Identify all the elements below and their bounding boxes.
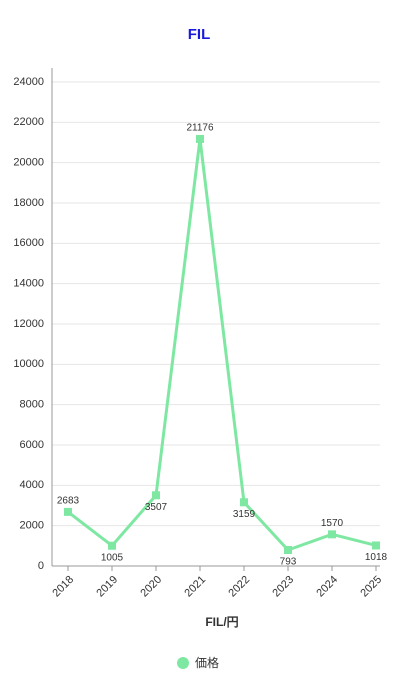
data-label: 1005	[101, 552, 124, 563]
point	[108, 541, 116, 550]
point	[152, 491, 160, 500]
line	[67, 137, 377, 552]
y-tick-label: 8000	[20, 399, 44, 411]
x-tick-label: 2019	[94, 574, 120, 600]
x-tick-label: 2025	[358, 574, 384, 600]
chart-title: FIL	[188, 26, 211, 43]
legend-label: 価格	[195, 655, 219, 670]
y-tick-label: 24000	[13, 76, 44, 88]
x-tick-label: 2018	[50, 574, 76, 600]
x-axis-label: FIL/円	[205, 615, 238, 629]
data-label: 2683	[57, 496, 80, 507]
data-label: 3159	[233, 509, 256, 520]
y-tick-label: 0	[38, 560, 44, 572]
point	[240, 498, 248, 507]
x-tick-label: 2021	[182, 574, 208, 600]
x-tick-label: 2022	[226, 574, 252, 600]
y-tick-label: 20000	[13, 157, 44, 169]
point	[328, 530, 336, 539]
y-tick-label: 18000	[13, 197, 44, 209]
y-tick-label: 6000	[20, 439, 44, 451]
x-tick-label: 2023	[270, 574, 296, 600]
data-label: 1018	[365, 552, 388, 563]
data-label: 21176	[186, 123, 214, 134]
point	[284, 546, 292, 555]
point	[372, 541, 380, 550]
y-tick-label: 14000	[13, 278, 44, 290]
y-tick-label: 10000	[13, 358, 44, 370]
data-label: 793	[280, 557, 297, 568]
y-tick-label: 16000	[13, 237, 44, 249]
legend-marker	[177, 657, 189, 669]
point	[196, 134, 204, 143]
data-label: 1570	[321, 518, 344, 529]
y-tick-label: 2000	[20, 520, 44, 532]
y-tick-label: 4000	[20, 479, 44, 491]
y-tick-label: 12000	[13, 318, 44, 330]
y-tick-label: 22000	[13, 116, 44, 128]
x-tick-label: 2020	[138, 574, 164, 600]
x-tick-label: 2024	[314, 574, 340, 600]
point	[64, 507, 72, 516]
data-label: 3507	[145, 502, 168, 513]
